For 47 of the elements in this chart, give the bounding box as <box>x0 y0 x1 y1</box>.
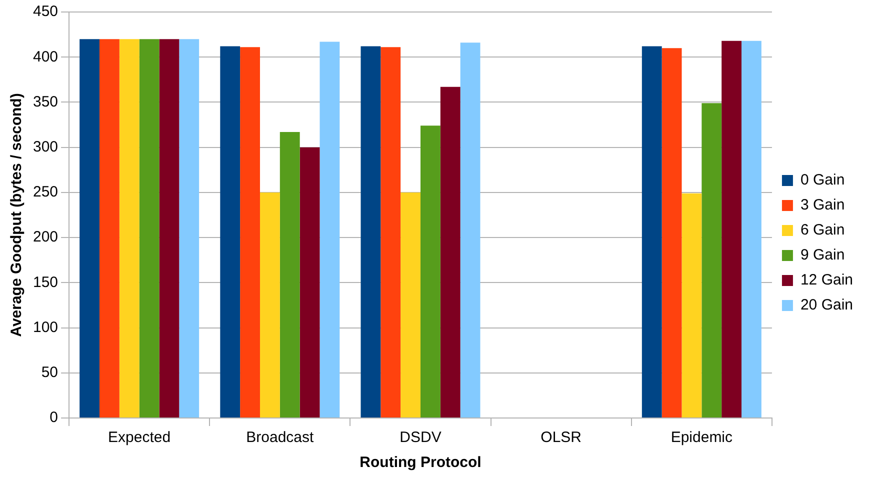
x-tick-label: DSDV <box>400 429 442 446</box>
legend-label: 6 Gain <box>800 222 845 239</box>
bar <box>662 48 682 418</box>
bar <box>179 39 200 418</box>
bar <box>99 39 120 418</box>
bar <box>420 126 440 418</box>
y-tick-label: 0 <box>50 409 58 426</box>
bar <box>380 47 401 418</box>
x-axis-title: Routing Protocol <box>360 454 482 472</box>
bar <box>742 40 762 418</box>
legend-label: 9 Gain <box>800 246 845 264</box>
x-tick-label: Broadcast <box>246 429 315 446</box>
bar <box>139 39 160 418</box>
legend-label: 12 Gain <box>800 272 854 289</box>
y-tick-label: 100 <box>32 318 58 336</box>
y-tick-label: 200 <box>32 228 58 246</box>
legend-label: 0 Gain <box>800 172 845 189</box>
bar <box>682 193 702 418</box>
y-tick-label: 400 <box>32 48 58 66</box>
bar <box>360 46 381 418</box>
y-tick-label: 50 <box>41 364 58 382</box>
y-tick-label: 150 <box>32 274 58 291</box>
bar <box>240 47 260 418</box>
bar <box>320 42 340 418</box>
bar <box>642 46 662 418</box>
x-tick-label: Expected <box>108 429 171 446</box>
y-tick-label: 300 <box>32 138 58 156</box>
legend-label: 3 Gain <box>800 196 845 214</box>
bar <box>300 147 320 418</box>
bar <box>702 103 722 418</box>
bar <box>260 192 280 418</box>
y-tick-label: 350 <box>32 93 58 110</box>
bar <box>80 39 100 418</box>
x-tick-label: OLSR <box>540 429 582 446</box>
bar <box>400 192 420 418</box>
bar <box>280 132 300 418</box>
bar <box>159 39 180 418</box>
y-tick-label: 450 <box>32 3 58 20</box>
y-axis-title: Average Goodput (bytes / second) <box>8 93 26 337</box>
bar <box>460 42 480 418</box>
bar <box>722 40 742 418</box>
bar <box>220 46 240 418</box>
y-tick-label: 250 <box>32 184 58 201</box>
legend-label: 20 Gain <box>800 296 854 314</box>
bar <box>119 39 140 418</box>
x-tick-label: Epidemic <box>670 429 734 446</box>
bar <box>440 86 460 418</box>
